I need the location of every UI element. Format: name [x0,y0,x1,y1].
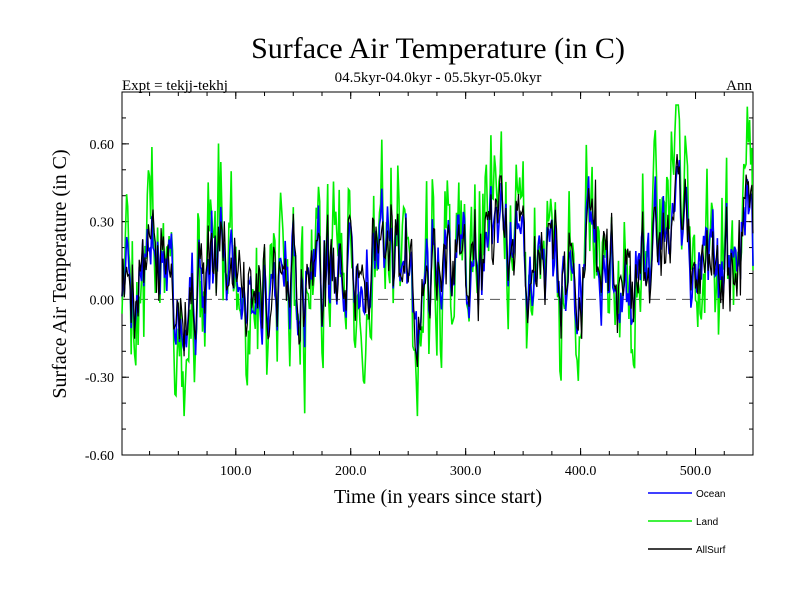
y-tick-label: -0.30 [85,371,114,386]
experiment-label: Expt = tekjj-tekhj [122,78,228,94]
y-tick-label: 0.60 [90,138,115,153]
legend: Ocean Land AllSurf [648,489,726,556]
y-axis-label: Surface Air Temperature (in C) [49,149,71,398]
legend-label-land: Land [696,517,718,528]
y-tick-label: 0.30 [90,216,115,231]
x-tick-label: 200.0 [335,464,367,479]
chart-subtitle: 04.5kyr-04.0kyr - 05.5kyr-05.0kyr [335,70,542,86]
legend-label-allsurf: AllSurf [696,545,726,556]
x-tick-label: 100.0 [220,464,252,479]
x-tick-label: 300.0 [450,464,482,479]
plot-area: -0.60 -0.30 0.00 0.30 0.60 100.0 200.0 300.0 400… [85,91,754,479]
legend-label-ocean: Ocean [696,489,725,500]
x-tick-label: 400.0 [565,464,597,479]
y-tick-label: -0.60 [85,449,114,464]
chart-title: Surface Air Temperature (in C) [251,32,625,65]
y-tick-label: 0.00 [90,293,115,308]
x-axis-label: Time (in years since start) [334,486,542,508]
x-tick-label: 500.0 [680,464,712,479]
season-label: Ann [726,78,752,94]
series-line-allsurf [121,154,754,368]
